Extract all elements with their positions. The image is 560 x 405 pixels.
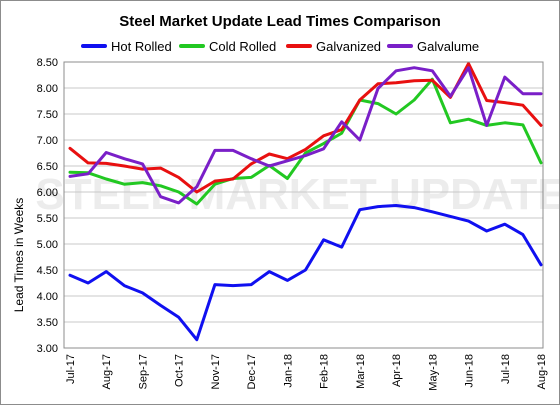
y-tick-label: 5.00	[37, 239, 58, 251]
x-tick-label: Mar-18	[355, 354, 367, 389]
y-tick-label: 7.00	[37, 135, 58, 147]
legend-label: Hot Rolled	[111, 39, 172, 54]
x-tick-label: Jan-18	[282, 354, 294, 388]
y-tick-label: 3.50	[37, 317, 58, 329]
y-tick-label: 5.50	[37, 213, 58, 225]
y-tick-label: 7.50	[37, 109, 58, 121]
y-tick-label: 8.00	[37, 83, 58, 95]
plot-area-border	[63, 61, 544, 349]
x-tick-label: Sep-17	[137, 354, 149, 389]
y-tick-label: 4.00	[37, 291, 58, 303]
x-tick-label: Aug-17	[101, 354, 113, 389]
y-axis-ticks: 3.00 3.50 4.00 4.50 5.00 5.50 6.00 6.50 7.00 7.50…	[37, 57, 58, 355]
legend-label: Galvanized	[316, 39, 381, 54]
x-tick-label: Jun-18	[464, 354, 476, 388]
x-tick-label: Apr-18	[391, 354, 403, 387]
y-axis-label: Lead Times in Weeks	[12, 198, 26, 313]
legend-label: Galvalume	[417, 39, 479, 54]
x-tick-label: Nov-17	[210, 354, 222, 389]
legend: Hot Rolled Cold Rolled Galvanized Galvalume	[81, 39, 479, 54]
y-tick-label: 4.50	[37, 265, 58, 277]
watermark-text: STEEL MARKET UPDATE	[35, 170, 559, 219]
x-axis-ticks: Jul-17 Aug-17 Sep-17 Oct-17 Nov-17 Dec-17 Jan-…	[65, 354, 548, 391]
y-tick-label: 8.50	[37, 57, 58, 69]
x-tick-label: Oct-17	[174, 354, 186, 387]
series-line-hot-rolled	[68, 204, 543, 342]
legend-label: Cold Rolled	[209, 39, 276, 54]
series-line-galvalume	[68, 66, 543, 205]
y-tick-label: 3.00	[37, 343, 58, 355]
x-tick-label: Jul-17	[65, 354, 77, 384]
x-tick-label: May-18	[427, 354, 439, 391]
x-tick-label: Dec-17	[246, 354, 258, 389]
x-tick-label: Aug-18	[536, 354, 548, 389]
x-tick-label: Jul-18	[500, 354, 512, 384]
y-tick-label: 6.00	[37, 187, 58, 199]
series-line-cold-rolled	[68, 77, 543, 206]
y-tick-label: 6.50	[37, 161, 58, 173]
x-tick-label: Feb-18	[319, 354, 331, 389]
chart-title: Steel Market Update Lead Times Compariso…	[119, 13, 440, 30]
series-lines	[68, 62, 543, 342]
